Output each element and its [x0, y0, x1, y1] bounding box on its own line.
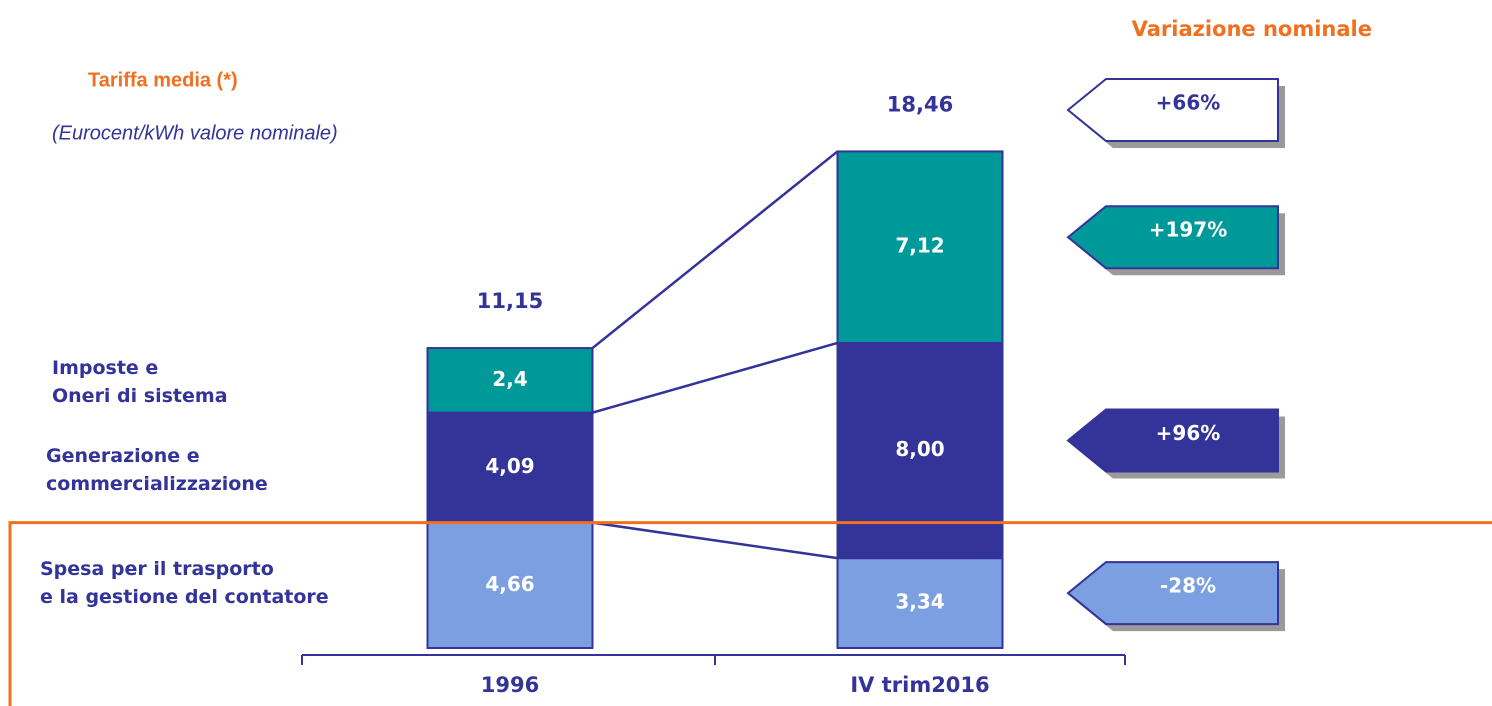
- total-label: 11,15: [477, 289, 543, 313]
- change-label: +197%: [1149, 218, 1228, 242]
- bar-segment: [836, 150, 1004, 344]
- bar-segment: [426, 521, 594, 649]
- change-label: -28%: [1160, 574, 1216, 598]
- value-label: 8,00: [895, 437, 944, 461]
- connector: [592, 521, 838, 560]
- chart-subtitle: (Eurocent/kWh valore nominale): [52, 122, 338, 144]
- change-badge: [1066, 408, 1279, 473]
- total-label: 18,46: [887, 92, 953, 116]
- connector: [591, 150, 839, 350]
- legend-label: Spesa per il trasporto e la gestione del…: [40, 558, 329, 609]
- bar-segment: [836, 557, 1004, 649]
- legend-label: Imposte e Oneri di sistema: [52, 357, 228, 408]
- value-label: 4,66: [485, 572, 534, 596]
- legend-label: Generazione e commercializzazione: [46, 444, 268, 495]
- value-label: 7,12: [895, 234, 944, 258]
- change-badge: [1066, 561, 1279, 626]
- value-label: 4,09: [485, 454, 534, 478]
- change-badge: [1066, 205, 1279, 270]
- value-label: 3,34: [895, 590, 944, 614]
- value-label: 2,4: [492, 367, 527, 391]
- change-label: +96%: [1156, 421, 1221, 445]
- bar-segment: [426, 347, 594, 414]
- separator: [8, 521, 1492, 706]
- change-badge: [1066, 78, 1279, 142]
- change-title: Variazione nominale: [1132, 17, 1372, 41]
- change-label: +66%: [1156, 91, 1221, 115]
- x-tick-label: IV trim2016: [850, 673, 989, 697]
- connector: [592, 341, 838, 414]
- chart-title: Tariffa media (*): [88, 69, 238, 91]
- x-tick-label: 1996: [481, 673, 539, 697]
